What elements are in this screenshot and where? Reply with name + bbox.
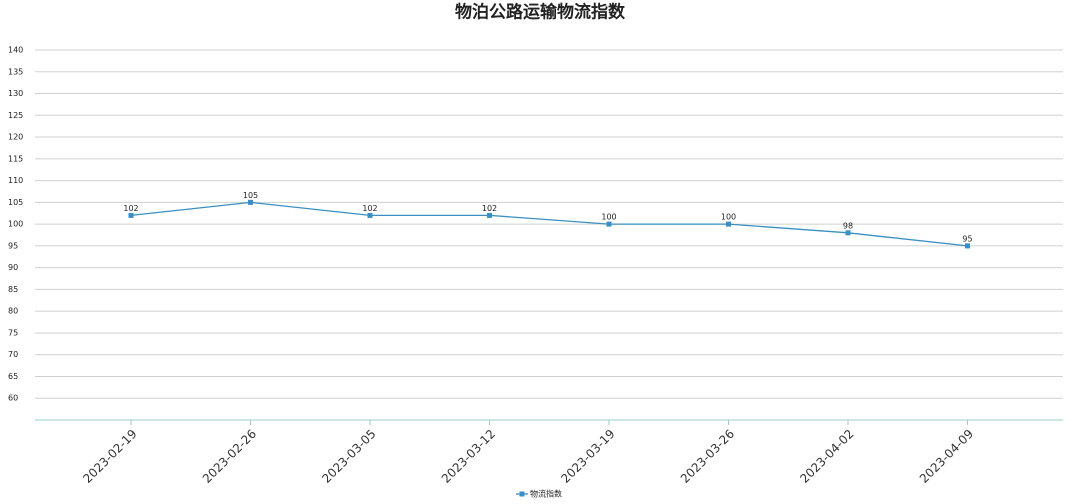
y-tick-label: 110: [8, 176, 23, 185]
y-tick-label: 100: [8, 220, 23, 229]
legend-marker: [519, 491, 525, 497]
point: [128, 212, 134, 218]
data-label: 102: [482, 204, 497, 213]
x-tick-label: 2023-02-19: [80, 427, 139, 486]
data-label: 102: [123, 204, 138, 213]
data-label: 100: [721, 213, 736, 222]
y-tick-label: 95: [8, 241, 18, 250]
x-tick-label: 2023-03-12: [439, 427, 498, 486]
point: [845, 230, 851, 236]
data-label: 95: [962, 234, 972, 243]
data-label: 102: [362, 204, 377, 213]
data-label: 100: [601, 213, 616, 222]
y-tick-label: 125: [8, 111, 23, 120]
y-tick-label: 70: [8, 350, 18, 359]
x-tick-label: 2023-03-26: [678, 427, 737, 486]
y-tick-label: 140: [8, 46, 23, 55]
point: [248, 199, 253, 205]
y-tick-label: 105: [8, 198, 23, 207]
x-tick-label: 2023-03-19: [558, 427, 617, 486]
legend-label: 物流指数: [530, 489, 562, 499]
y-tick-label: 115: [8, 154, 23, 163]
x-tick-label: 2023-04-09: [917, 427, 976, 486]
series-line: [130, 201, 968, 247]
y-tick-label: 120: [8, 133, 23, 142]
y-tick-label: 65: [8, 372, 18, 381]
point: [367, 212, 373, 218]
x-tick-label: 2023-03-05: [319, 427, 378, 486]
y-tick-label: 90: [8, 263, 18, 272]
y-tick-label: 75: [8, 328, 18, 337]
y-tick-label: 135: [8, 67, 23, 76]
data-label: 105: [243, 191, 258, 200]
point: [726, 221, 731, 227]
x-tick-label: 2023-04-02: [797, 427, 856, 486]
point: [487, 212, 492, 218]
point: [606, 221, 612, 227]
y-tick-label: 80: [8, 307, 18, 316]
data-label: 98: [843, 221, 853, 230]
y-tick-label: 130: [8, 89, 23, 98]
x-tick-label: 2023-02-26: [200, 427, 259, 486]
chart-title: 物泊公路运输物流指数: [455, 2, 626, 23]
y-tick-label: 85: [8, 285, 18, 294]
y-tick-label: 60: [8, 394, 18, 403]
point: [965, 243, 970, 249]
